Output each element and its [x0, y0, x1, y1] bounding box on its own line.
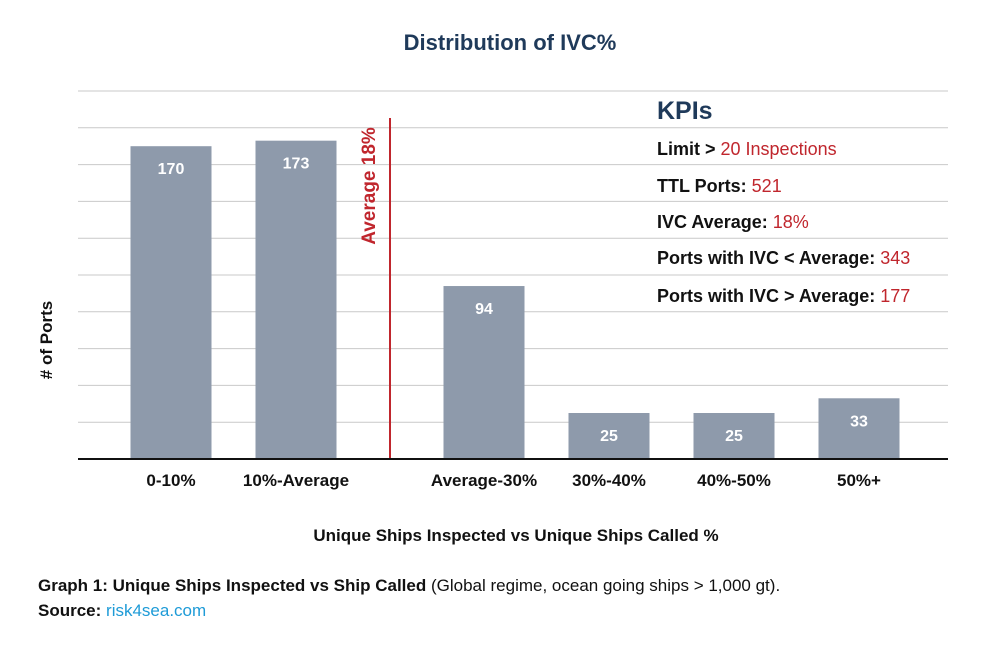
bar	[693, 413, 775, 459]
x-tick-label: 0-10%	[146, 471, 195, 490]
bar-value-label: 33	[850, 413, 868, 430]
x-axis-title: Unique Ships Inspected vs Unique Ships C…	[313, 526, 718, 545]
caption-text: (Global regime, ocean going ships > 1,00…	[430, 576, 781, 595]
bar	[568, 413, 650, 459]
kpi-row: Limit > 20 Inspections	[657, 139, 837, 159]
figure-caption: Graph 1: Unique Ships Inspected vs Ship …	[38, 573, 780, 623]
source-link[interactable]: risk4sea.com	[106, 601, 207, 620]
bar-chart: Distribution of IVC% 170 173 94 25 25 33 0-10…	[37, 30, 948, 545]
bar	[818, 398, 900, 459]
x-tick-label: Average-30%	[431, 471, 537, 490]
kpi-panel: KPIs Limit > 20 Inspections TTL Ports: 52…	[657, 97, 910, 306]
bar	[443, 286, 525, 459]
x-tick-label: 30%-40%	[572, 471, 646, 490]
y-axis-title: # of Ports	[37, 301, 56, 379]
kpi-value: 18%	[773, 212, 809, 232]
chart-title: Distribution of IVC%	[404, 30, 617, 55]
kpi-row: Ports with IVC > Average: 177	[657, 286, 910, 306]
bars: 170 173 94 25 25 33	[130, 140, 900, 459]
x-tick-label: 50%+	[837, 471, 881, 490]
bar-value-label: 25	[725, 428, 743, 445]
kpi-heading: KPIs	[657, 97, 713, 125]
source-label: Source:	[38, 601, 102, 620]
kpi-label: Ports with IVC > Average:	[657, 286, 880, 306]
kpi-value: 521	[752, 176, 782, 196]
kpi-value: 20 Inspections	[721, 139, 837, 159]
source-line: Source: risk4sea.com	[38, 598, 780, 623]
bar-value-label: 25	[600, 428, 618, 445]
kpi-row: IVC Average: 18%	[657, 212, 809, 232]
bar-value-label: 173	[283, 156, 310, 173]
kpi-row: TTL Ports: 521	[657, 176, 782, 196]
kpi-label: IVC Average:	[657, 212, 773, 232]
gridlines	[78, 90, 948, 423]
bar	[130, 146, 212, 459]
bar-value-label: 94	[475, 301, 493, 318]
x-tick-labels: 0-10% 10%-Average Average-30% 30%-40% 40%-50…	[146, 471, 881, 490]
kpi-value: 177	[880, 286, 910, 306]
kpi-label: Limit >	[657, 139, 721, 159]
x-tick-label: 40%-50%	[697, 471, 771, 490]
bar-value-label: 170	[158, 161, 185, 178]
bar	[255, 140, 337, 459]
kpi-label: TTL Ports:	[657, 176, 752, 196]
kpi-row: Ports with IVC < Average: 343	[657, 248, 910, 268]
caption-line: Graph 1: Unique Ships Inspected vs Ship …	[38, 573, 780, 598]
x-tick-label: 10%-Average	[243, 471, 349, 490]
average-reference-label: Average 18%	[359, 127, 380, 245]
kpi-label: Ports with IVC < Average:	[657, 248, 880, 268]
kpi-value: 343	[880, 248, 910, 268]
caption-title: Graph 1: Unique Ships Inspected vs Ship …	[38, 576, 427, 595]
